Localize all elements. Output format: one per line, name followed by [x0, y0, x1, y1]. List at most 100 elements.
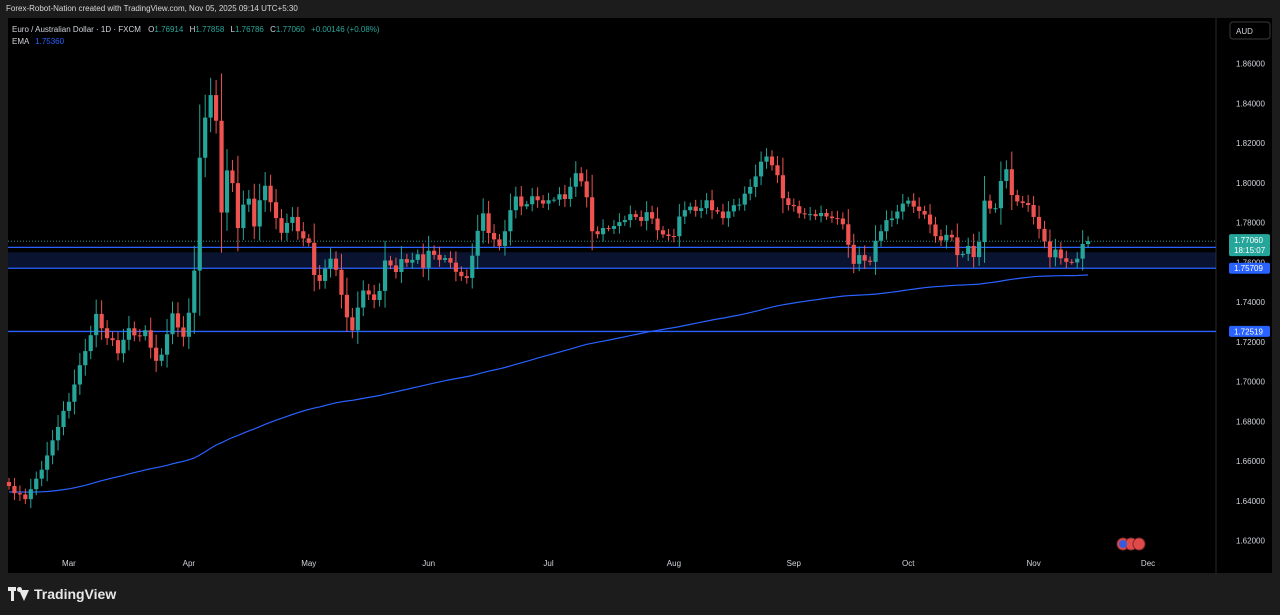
- plot-area[interactable]: [8, 18, 1216, 573]
- candle[interactable]: [1086, 236, 1091, 249]
- candle[interactable]: [720, 203, 726, 225]
- candle[interactable]: [192, 245, 197, 334]
- candle[interactable]: [437, 246, 442, 267]
- candle[interactable]: [535, 187, 540, 208]
- candle[interactable]: [546, 192, 551, 210]
- candle[interactable]: [143, 325, 148, 341]
- candle[interactable]: [208, 77, 213, 133]
- candle[interactable]: [862, 245, 867, 269]
- candle[interactable]: [693, 199, 698, 217]
- candle[interactable]: [775, 156, 780, 184]
- ema-line[interactable]: [8, 274, 1089, 493]
- candle[interactable]: [350, 307, 355, 339]
- candle[interactable]: [459, 266, 464, 281]
- candle[interactable]: [6, 477, 12, 490]
- candle[interactable]: [94, 299, 99, 348]
- candle[interactable]: [660, 225, 666, 239]
- candle[interactable]: [1020, 195, 1025, 208]
- candle[interactable]: [263, 172, 268, 212]
- candle[interactable]: [873, 225, 878, 275]
- candle[interactable]: [884, 210, 889, 240]
- candle[interactable]: [857, 246, 862, 272]
- candle[interactable]: [933, 216, 938, 243]
- level-price-label[interactable]: 1.75709: [1229, 262, 1270, 274]
- candle[interactable]: [513, 186, 518, 219]
- candle[interactable]: [584, 169, 589, 208]
- candle[interactable]: [306, 234, 311, 247]
- candle[interactable]: [55, 415, 61, 451]
- candle[interactable]: [666, 228, 671, 241]
- candle[interactable]: [1047, 229, 1053, 268]
- candle[interactable]: [617, 213, 622, 234]
- candle[interactable]: [878, 224, 884, 247]
- candle[interactable]: [197, 104, 202, 316]
- candle[interactable]: [977, 231, 982, 266]
- candle[interactable]: [742, 186, 747, 211]
- candle[interactable]: [470, 243, 475, 289]
- candle[interactable]: [377, 283, 382, 307]
- candle[interactable]: [257, 183, 262, 241]
- candle[interactable]: [938, 229, 944, 247]
- candle[interactable]: [301, 222, 306, 247]
- candle[interactable]: [214, 79, 219, 134]
- candle[interactable]: [551, 196, 557, 203]
- candle[interactable]: [393, 257, 399, 279]
- candle[interactable]: [562, 184, 567, 207]
- candle[interactable]: [1080, 230, 1085, 271]
- candle[interactable]: [426, 235, 431, 281]
- candle[interactable]: [628, 205, 633, 228]
- candle[interactable]: [508, 193, 513, 246]
- candle[interactable]: [175, 302, 181, 337]
- candle[interactable]: [541, 195, 546, 208]
- candle[interactable]: [323, 259, 328, 289]
- candle[interactable]: [971, 233, 976, 268]
- candle[interactable]: [344, 277, 349, 332]
- candle[interactable]: [1009, 151, 1014, 211]
- candle[interactable]: [164, 319, 170, 368]
- candle[interactable]: [410, 252, 415, 269]
- candle[interactable]: [17, 485, 22, 501]
- candle[interactable]: [573, 161, 578, 197]
- candle[interactable]: [797, 200, 802, 219]
- candle[interactable]: [475, 214, 480, 270]
- candle[interactable]: [126, 315, 131, 351]
- price-axis[interactable]: [1216, 18, 1272, 573]
- candle[interactable]: [966, 237, 971, 261]
- candle[interactable]: [949, 230, 954, 242]
- candle[interactable]: [764, 148, 769, 169]
- candle[interactable]: [333, 251, 339, 277]
- events-badge[interactable]: [1116, 537, 1146, 551]
- candle[interactable]: [421, 243, 426, 278]
- candle[interactable]: [486, 200, 491, 244]
- candle[interactable]: [1069, 259, 1074, 265]
- candle[interactable]: [606, 225, 611, 232]
- candle[interactable]: [655, 207, 660, 240]
- candle[interactable]: [911, 193, 916, 213]
- candle[interactable]: [671, 228, 676, 243]
- candle[interactable]: [23, 488, 28, 505]
- candle[interactable]: [110, 331, 115, 346]
- candle[interactable]: [295, 206, 300, 240]
- currency-button[interactable]: AUD: [1229, 21, 1271, 40]
- candle[interactable]: [595, 226, 600, 239]
- candle[interactable]: [1075, 252, 1080, 268]
- candle[interactable]: [72, 369, 77, 415]
- candle[interactable]: [759, 151, 764, 186]
- candle[interactable]: [502, 219, 508, 256]
- candle[interactable]: [519, 186, 524, 216]
- candle[interactable]: [568, 177, 573, 207]
- candle[interactable]: [186, 298, 191, 350]
- candle[interactable]: [900, 194, 905, 220]
- candle[interactable]: [650, 205, 655, 224]
- candle[interactable]: [704, 193, 709, 215]
- candle[interactable]: [530, 187, 535, 212]
- candle[interactable]: [851, 233, 856, 274]
- candle[interactable]: [622, 215, 627, 226]
- candle[interactable]: [895, 204, 900, 225]
- candle[interactable]: [813, 209, 818, 220]
- candle[interactable]: [677, 204, 682, 247]
- candle[interactable]: [382, 240, 388, 308]
- candle[interactable]: [960, 250, 965, 258]
- candle[interactable]: [922, 205, 927, 219]
